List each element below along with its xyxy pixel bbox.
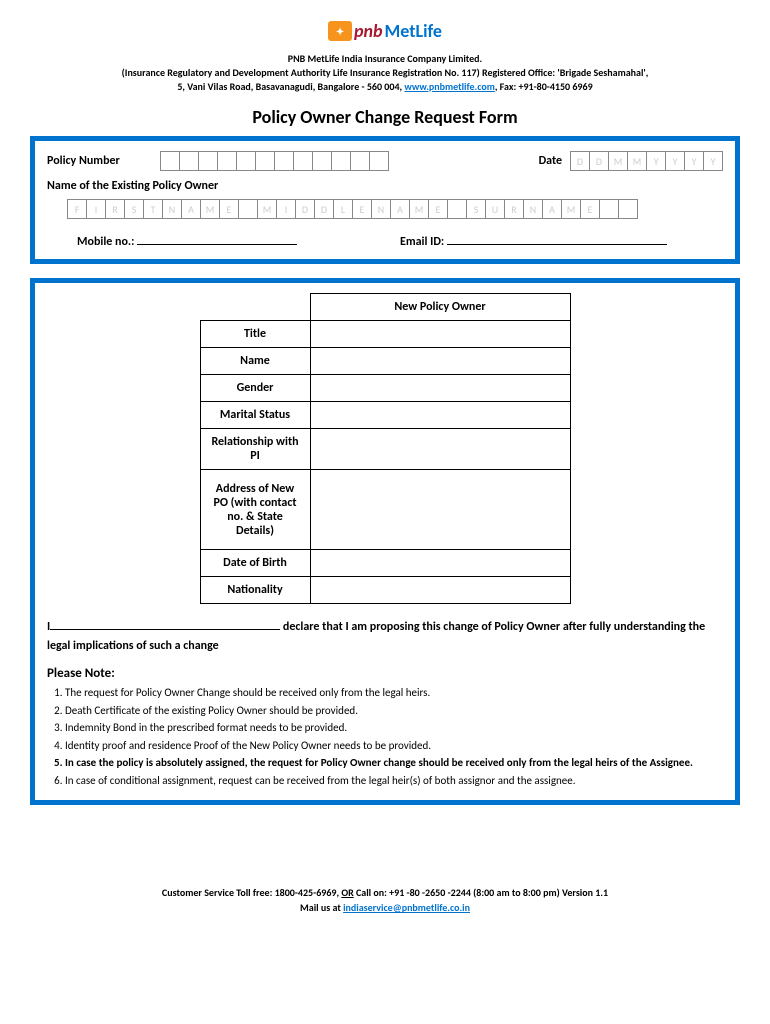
- header-line2: (Insurance Regulatory and Development Au…: [30, 66, 740, 80]
- owner-field-label: Title: [200, 321, 310, 348]
- owner-field-value[interactable]: [310, 348, 570, 375]
- logo-icon: ✦: [328, 21, 352, 41]
- header-line1: PNB MetLife India Insurance Company Limi…: [30, 52, 740, 66]
- header-line3: 5, Vani Vilas Road, Basavanagudi, Bangal…: [30, 80, 740, 94]
- section-new-owner: New Policy Owner TitleNameGenderMarital …: [30, 278, 740, 805]
- table-header: New Policy Owner: [310, 294, 570, 321]
- owner-field-label: Relationship with PI: [200, 429, 310, 470]
- owner-field-label: Gender: [200, 375, 310, 402]
- new-owner-table: New Policy Owner TitleNameGenderMarital …: [200, 293, 571, 604]
- logo-pnb: pnb: [354, 20, 383, 42]
- policy-number-cells[interactable]: [160, 151, 389, 171]
- owner-field-value[interactable]: [310, 375, 570, 402]
- note-item: In case the policy is absolutely assigne…: [65, 755, 723, 772]
- footer-email-link[interactable]: indiaservice@pnbmetlife.co.in: [343, 901, 470, 914]
- owner-field-label: Marital Status: [200, 402, 310, 429]
- company-header: PNB MetLife India Insurance Company Limi…: [30, 52, 740, 94]
- owner-field-value[interactable]: [310, 321, 570, 348]
- owner-field-value[interactable]: [310, 429, 570, 470]
- owner-field-label: Name: [200, 348, 310, 375]
- note-item: Identity proof and residence Proof of th…: [65, 738, 723, 755]
- owner-field-value[interactable]: [310, 402, 570, 429]
- owner-name-cells[interactable]: FIRSTNAMEMIDDLENAMESURNAME: [67, 199, 638, 219]
- logo-row: ✦ pnb MetLife: [30, 20, 740, 42]
- website-link[interactable]: www.pnbmetlife.com: [404, 80, 494, 93]
- owner-field-label: Nationality: [200, 577, 310, 604]
- note-header: Please Note:: [47, 666, 723, 681]
- existing-owner-label: Name of the Existing Policy Owner: [47, 179, 723, 193]
- owner-field-value[interactable]: [310, 470, 570, 550]
- footer: Customer Service Toll free: 1800-425-696…: [30, 885, 740, 915]
- note-item: Indemnity Bond in the prescribed format …: [65, 720, 723, 737]
- note-item: Death Certificate of the existing Policy…: [65, 703, 723, 720]
- notes-list: The request for Policy Owner Change shou…: [47, 685, 723, 789]
- section-policy-info: Policy Number Date DDMMYYYY Name of the …: [30, 136, 740, 264]
- declaration: I declare that I am proposing this chang…: [47, 618, 723, 656]
- form-title: Policy Owner Change Request Form: [30, 106, 740, 128]
- logo-metlife: MetLife: [385, 20, 442, 42]
- mobile-input[interactable]: [137, 231, 297, 245]
- footer-line2: Mail us at indiaservice@pnbmetlife.co.in: [30, 900, 740, 915]
- mobile-label: Mobile no.:: [77, 235, 134, 249]
- owner-field-label: Date of Birth: [200, 550, 310, 577]
- note-item: In case of conditional assignment, reque…: [65, 773, 723, 790]
- owner-field-value[interactable]: [310, 550, 570, 577]
- email-label: Email ID:: [400, 235, 444, 249]
- owner-field-value[interactable]: [310, 577, 570, 604]
- contact-row: Mobile no.: Email ID:: [47, 231, 723, 249]
- footer-line1: Customer Service Toll free: 1800-425-696…: [30, 885, 740, 900]
- date-label: Date: [539, 154, 562, 168]
- policy-date-row: Policy Number Date DDMMYYYY: [47, 151, 723, 171]
- date-cells[interactable]: DDMMYYYY: [570, 151, 723, 171]
- email-input[interactable]: [447, 231, 667, 245]
- note-item: The request for Policy Owner Change shou…: [65, 685, 723, 702]
- logo: ✦ pnb MetLife: [328, 20, 442, 42]
- declaration-blank[interactable]: [50, 618, 280, 630]
- policy-number-label: Policy Number: [47, 154, 120, 168]
- owner-field-label: Address of New PO (with contact no. & St…: [200, 470, 310, 550]
